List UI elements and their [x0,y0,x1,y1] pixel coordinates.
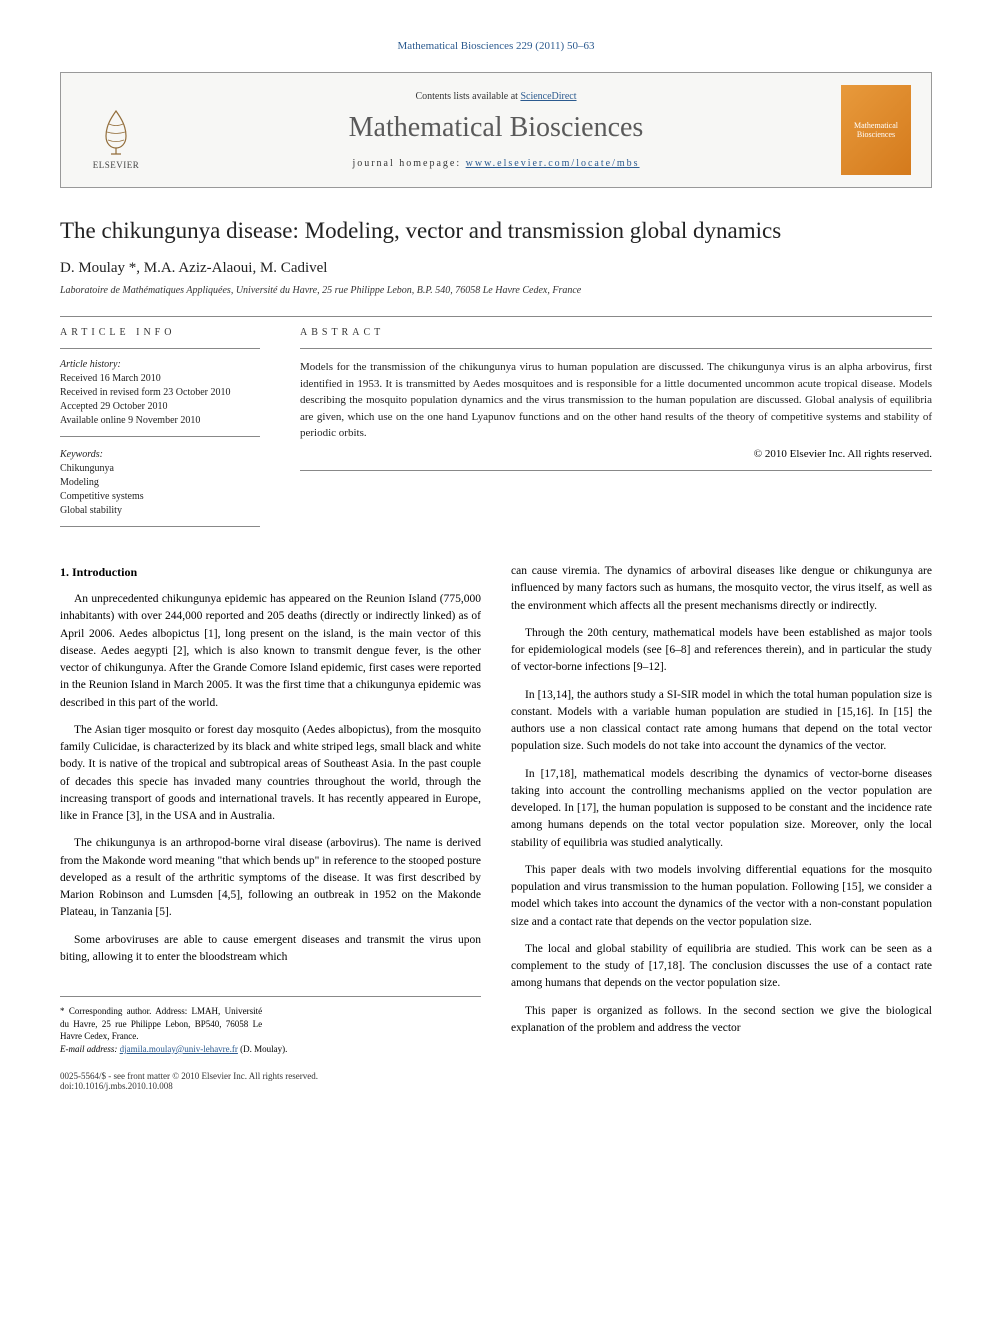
journal-cover-thumb: Mathematical Biosciences [841,85,911,175]
banner-center: Contents lists available at ScienceDirec… [151,91,841,169]
divider [60,348,260,349]
body-col-right: can cause viremia. The dynamics of arbov… [511,563,932,1055]
article-history-block: Article history: Received 16 March 2010 … [60,359,260,437]
publisher-logo-block: ELSEVIER [81,90,151,170]
bottom-footer: 0025-5564/$ - see front matter © 2010 El… [60,1071,932,1091]
contents-prefix: Contents lists available at [415,91,520,102]
elsevier-tree-icon [91,106,141,156]
issn-line: 0025-5564/$ - see front matter © 2010 El… [60,1071,318,1081]
history-line: Available online 9 November 2010 [60,414,260,428]
footer-left-text: 0025-5564/$ - see front matter © 2010 El… [60,1071,318,1091]
history-line: Received in revised form 23 October 2010 [60,386,260,400]
email-label: E-mail address: [60,1044,120,1054]
cover-text: Mathematical Biosciences [845,121,907,139]
article-info-heading: ARTICLE INFO [60,327,260,338]
body-para: This paper deals with two models involvi… [511,862,932,931]
article-info-block: ARTICLE INFO Article history: Received 1… [60,327,260,539]
abstract-block: ABSTRACT Models for the transmission of … [300,327,932,539]
body-para: The chikungunya is an arthropod-borne vi… [60,835,481,921]
keyword: Chikungunya [60,462,260,476]
homepage-prefix: journal homepage: [352,158,465,169]
authors: D. Moulay *, M.A. Aziz-Alaoui, M. Cadive… [60,260,932,277]
info-abstract-row: ARTICLE INFO Article history: Received 1… [60,327,932,539]
body-para: The Asian tiger mosquito or forest day m… [60,722,481,826]
history-line: Received 16 March 2010 [60,372,260,386]
keyword: Modeling [60,476,260,490]
keyword: Competitive systems [60,490,260,504]
abstract-text: Models for the transmission of the chiku… [300,359,932,442]
journal-banner: ELSEVIER Contents lists available at Sci… [60,72,932,188]
history-line: Accepted 29 October 2010 [60,400,260,414]
body-para: An unprecedented chikungunya epidemic ha… [60,591,481,712]
body-para: Some arboviruses are able to cause emerg… [60,932,481,967]
keywords-block: Keywords: Chikungunya Modeling Competiti… [60,449,260,527]
divider [300,470,932,471]
body-para: can cause viremia. The dynamics of arbov… [511,563,932,615]
divider [60,316,932,317]
sciencedirect-link[interactable]: ScienceDirect [520,91,576,102]
journal-title: Mathematical Biosciences [151,112,841,144]
body-para: This paper is organized as follows. In t… [511,1003,932,1038]
footer-block: * Corresponding author. Address: LMAH, U… [60,996,481,1055]
homepage-link[interactable]: www.elsevier.com/locate/mbs [466,158,640,169]
doi-line: doi:10.1016/j.mbs.2010.10.008 [60,1081,318,1091]
email-line: E-mail address: djamila.moulay@univ-leha… [60,1043,481,1056]
body-col-left: 1. Introduction An unprecedented chikung… [60,563,481,1055]
affiliation: Laboratoire de Mathématiques Appliquées,… [60,285,932,296]
keyword: Global stability [60,504,260,518]
corresponding-author: * Corresponding author. Address: LMAH, U… [60,1005,262,1043]
body-para: In [17,18], mathematical models describi… [511,766,932,852]
body-para: In [13,14], the authors study a SI-SIR m… [511,687,932,756]
body-columns: 1. Introduction An unprecedented chikung… [60,563,932,1055]
body-para: Through the 20th century, mathematical m… [511,625,932,677]
keywords-subheading: Keywords: [60,449,260,460]
email-name: (D. Moulay). [238,1044,288,1054]
history-subheading: Article history: [60,359,260,370]
section-heading-intro: 1. Introduction [60,563,481,581]
publisher-name: ELSEVIER [93,160,140,170]
article-title: The chikungunya disease: Modeling, vecto… [60,218,932,244]
author-email-link[interactable]: djamila.moulay@univ-lehavre.fr [120,1044,238,1054]
header-citation: Mathematical Biosciences 229 (2011) 50–6… [60,40,932,52]
homepage-line: journal homepage: www.elsevier.com/locat… [151,158,841,169]
abstract-copyright: © 2010 Elsevier Inc. All rights reserved… [300,448,932,460]
contents-line: Contents lists available at ScienceDirec… [151,91,841,102]
body-para: The local and global stability of equili… [511,941,932,993]
abstract-heading: ABSTRACT [300,327,932,338]
divider [300,348,932,349]
